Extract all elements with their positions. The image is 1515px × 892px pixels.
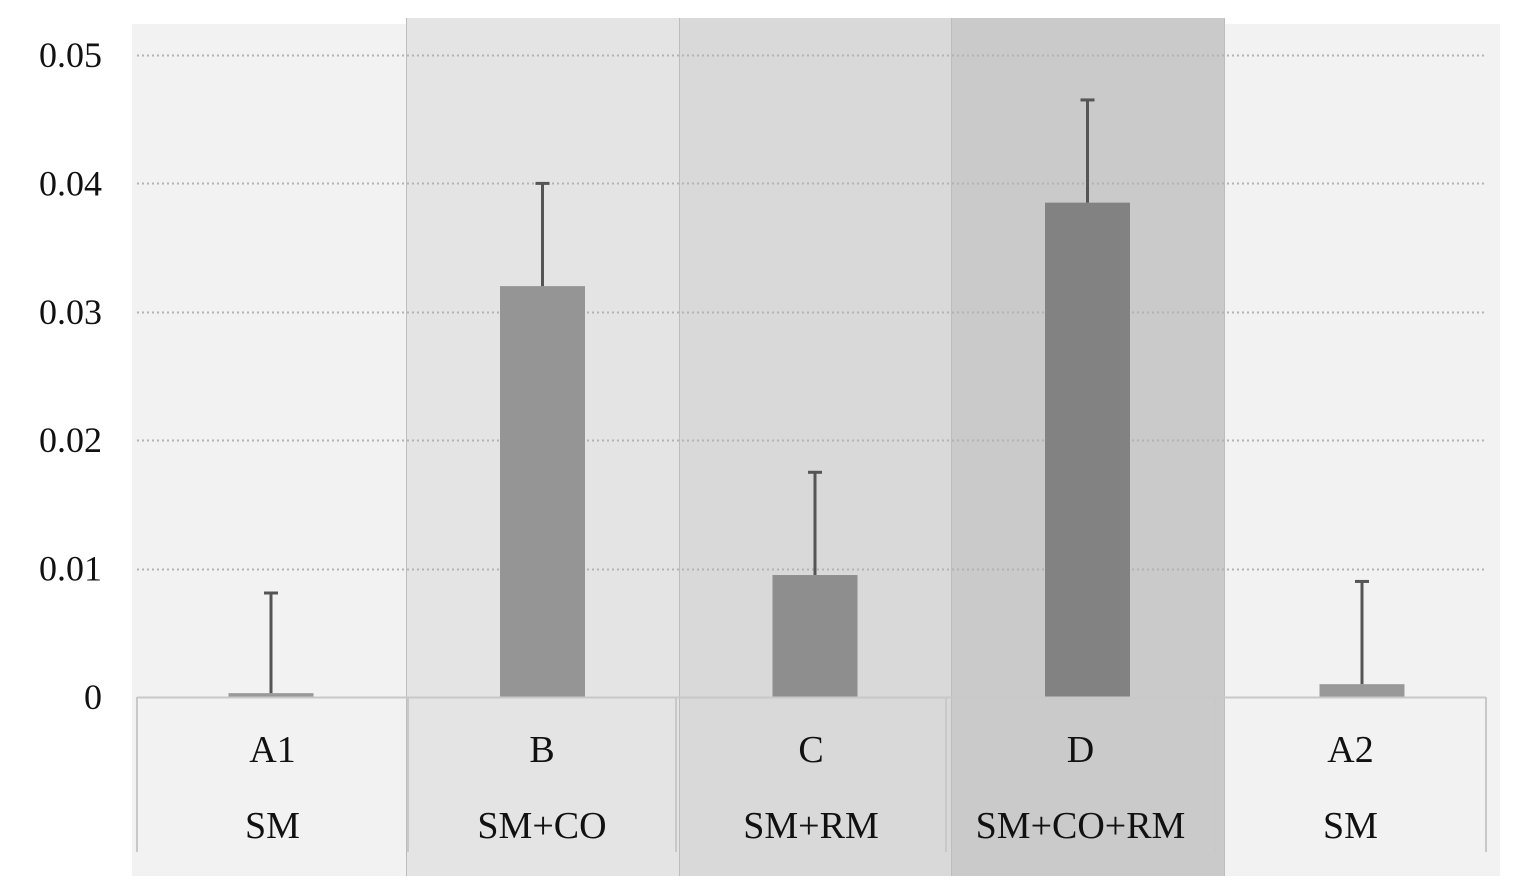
bar-a1 [228, 693, 314, 697]
bar-d [1045, 202, 1130, 697]
category-panel [1224, 24, 1500, 876]
category-label: SM [245, 805, 300, 847]
category-code: A1 [249, 729, 295, 771]
category-label: SM+CO [477, 805, 606, 847]
y-tick-label: 0.01 [39, 549, 102, 589]
category-code: D [1067, 729, 1094, 771]
error-bars [264, 98, 1369, 694]
category-panel [679, 18, 951, 876]
bar-a2 [1319, 684, 1405, 697]
category-label: SM [1323, 805, 1378, 847]
y-axis-ticks: 0 0.01 0.02 0.03 0.04 0.05 [39, 35, 102, 717]
bar-c [772, 575, 858, 697]
y-tick-label: 0 [84, 677, 102, 717]
x-axis-table [136, 696, 1487, 852]
category-label: SM+CO+RM [976, 805, 1186, 847]
y-tick-label: 0.05 [39, 35, 102, 75]
y-tick-label: 0.04 [39, 163, 102, 203]
category-labels: A1 SM B SM+CO C SM+RM D SM+CO+RM A2 SM [245, 729, 1378, 847]
category-code: C [798, 729, 823, 771]
bar-b [500, 286, 585, 697]
category-code: A2 [1327, 729, 1373, 771]
y-tick-label: 0.03 [39, 292, 102, 332]
y-tick-label: 0.02 [39, 420, 102, 460]
category-label: SM+RM [743, 805, 879, 847]
category-panel [132, 24, 406, 876]
category-code: B [529, 729, 554, 771]
bars [228, 202, 1405, 697]
